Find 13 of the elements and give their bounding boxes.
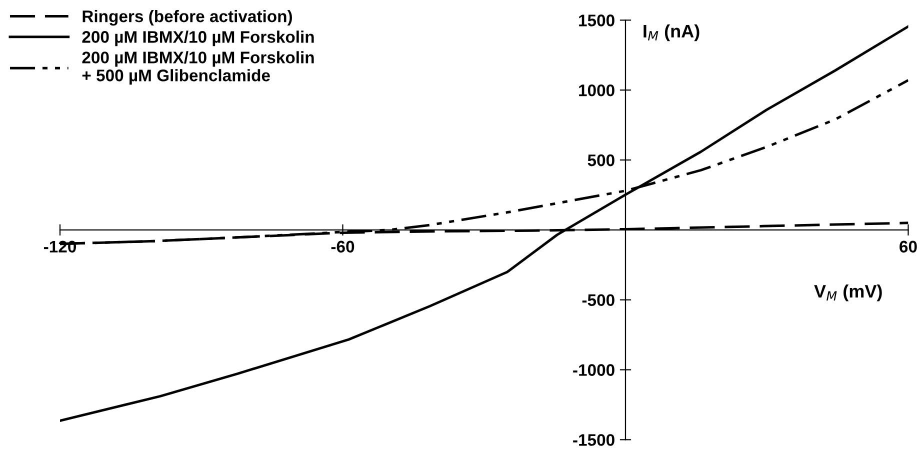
y-tick-label: -1000 <box>573 364 614 376</box>
legend-label: 200 µM IBMX/10 µM Forskolin <box>82 30 314 46</box>
legend-label: 200 µM IBMX/10 µM Forskolin + 500 µM Glibenclamide <box>82 51 314 85</box>
y-tick-label: 1000 <box>579 84 614 96</box>
y-tick-label: -1500 <box>573 434 614 446</box>
x-tick-label: -60 <box>331 240 354 253</box>
x-axis-title: V$_{M}$ (mV) <box>814 284 882 302</box>
y-tick-label: -500 <box>582 294 614 306</box>
y-axis-title: I$_{M}$ (nA) <box>644 24 700 42</box>
x-tick-label: 60 <box>900 240 917 253</box>
y-tick-label: 500 <box>588 154 614 166</box>
y-tick-label: 1500 <box>579 14 614 26</box>
legend-label: Ringers (before activation) <box>82 10 292 26</box>
